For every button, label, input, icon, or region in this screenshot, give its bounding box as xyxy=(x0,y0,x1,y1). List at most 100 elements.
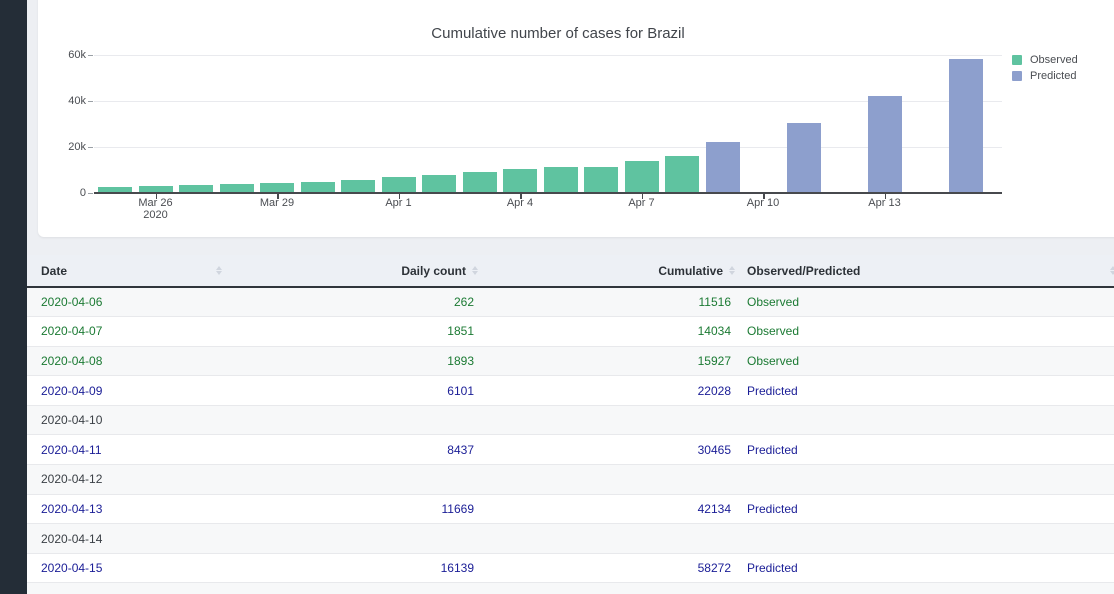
cell-date: 2020-04-07 xyxy=(27,316,240,347)
chart-bar-observed[interactable] xyxy=(341,179,375,193)
column-header-daily-count-label: Daily count xyxy=(401,263,466,278)
cell-daily-count xyxy=(240,523,482,554)
column-header-date-label: Date xyxy=(41,263,68,278)
chart-bar-observed[interactable] xyxy=(624,160,659,193)
cell-date: 2020-04-09 xyxy=(27,375,240,406)
table-row: 2020-04-09 6101 22028 Predicted xyxy=(27,375,1114,406)
table-row: 2020-04-08 1893 15927 Observed xyxy=(27,346,1114,377)
chart-bar-predicted[interactable] xyxy=(867,96,902,193)
cell-date: 2020-04-12 xyxy=(27,464,240,495)
table-row: 2020-04-15 16139 58272 Predicted xyxy=(27,553,1114,584)
cell-date: 2020-04-06 xyxy=(27,287,240,318)
chart-bar-observed[interactable] xyxy=(260,183,294,193)
sort-icon[interactable] xyxy=(729,266,735,275)
chart-bar-observed[interactable] xyxy=(138,186,173,193)
cell-date: 2020-04-08 xyxy=(27,346,240,377)
chart-bar-observed[interactable] xyxy=(665,156,699,193)
column-header-observed-predicted[interactable]: Observed/Predicted xyxy=(739,255,1114,288)
x-axis-label: Apr 1 xyxy=(385,197,412,209)
legend-item-predicted[interactable]: Predicted xyxy=(1012,70,1078,82)
cell-cumulative xyxy=(482,523,739,554)
x-axis-label: Mar 29 xyxy=(259,197,295,209)
chart-bar-observed[interactable] xyxy=(219,184,254,193)
column-header-daily-count[interactable]: Daily count xyxy=(240,255,482,288)
chart-bar-observed[interactable] xyxy=(503,169,537,193)
cell-observed-predicted: Predicted xyxy=(739,375,1114,406)
chart-bar-observed[interactable] xyxy=(300,182,335,193)
cell-observed-predicted: Observed xyxy=(739,346,1114,377)
chart-bar-observed[interactable] xyxy=(543,167,578,193)
x-axis-tick xyxy=(155,193,157,199)
chart-bar-observed[interactable] xyxy=(98,187,132,193)
y-axis-label: 20k xyxy=(68,141,86,153)
chart-bar-predicted[interactable] xyxy=(705,142,740,193)
legend-swatch-observed xyxy=(1012,55,1022,65)
cell-daily-count: 16139 xyxy=(240,553,482,584)
y-axis-tick xyxy=(88,55,93,56)
cell-date: 2020-04-10 xyxy=(27,405,240,436)
legend-item-observed[interactable]: Observed xyxy=(1012,54,1078,66)
cell-observed-predicted xyxy=(739,464,1114,495)
x-axis-tick xyxy=(641,193,643,199)
chart-bar-observed[interactable] xyxy=(422,174,456,193)
table-row: 2020-04-07 1851 14034 Observed xyxy=(27,316,1114,347)
table-body: 2020-04-06 262 11516 Observed 2020-04-07 1851… xyxy=(27,287,1114,584)
cell-daily-count: 8437 xyxy=(240,434,482,466)
cell-cumulative: 15927 xyxy=(482,346,739,377)
x-axis-tick xyxy=(763,193,765,199)
column-header-cumulative[interactable]: Cumulative xyxy=(482,255,739,288)
data-table: Date Daily count Cumulative Observed/Pre… xyxy=(27,255,1114,594)
gridline xyxy=(94,101,1002,102)
legend-label-predicted: Predicted xyxy=(1030,70,1077,82)
gridline xyxy=(94,55,1002,56)
column-header-date[interactable]: Date xyxy=(27,255,240,288)
x-axis-label: Apr 13 xyxy=(868,197,901,209)
chart-bar-observed[interactable] xyxy=(584,166,618,193)
chart-card: Cumulative number of cases for Brazil Ob… xyxy=(38,0,1114,237)
legend-swatch-predicted xyxy=(1012,71,1022,81)
cell-date: 2020-04-14 xyxy=(27,523,240,554)
table-row: 2020-04-10 xyxy=(27,405,1114,436)
y-axis-label: 40k xyxy=(68,95,86,107)
x-axis-tick xyxy=(884,193,886,199)
sort-icon[interactable] xyxy=(216,266,222,275)
cell-observed-predicted xyxy=(739,405,1114,436)
chart-bar-observed[interactable] xyxy=(179,185,213,193)
x-axis-line xyxy=(94,192,1002,194)
cell-daily-count: 262 xyxy=(240,287,482,318)
chart-bar-observed[interactable] xyxy=(381,177,416,193)
chart-bar-predicted[interactable] xyxy=(948,58,983,193)
y-axis-tick xyxy=(88,101,93,102)
app-sidebar xyxy=(0,0,27,594)
cell-daily-count: 6101 xyxy=(240,375,482,406)
chart-title: Cumulative number of cases for Brazil xyxy=(431,25,685,42)
y-axis-label: 0 xyxy=(79,187,86,199)
x-axis-label: Apr 7 xyxy=(628,197,655,209)
cell-date: 2020-04-15 xyxy=(27,553,240,584)
cell-observed-predicted: Observed xyxy=(739,287,1114,318)
x-axis-tick xyxy=(520,193,522,199)
cell-cumulative xyxy=(482,464,739,495)
cell-cumulative: 58272 xyxy=(482,553,739,584)
plot-area: Cumulative number of cases for Brazil Ob… xyxy=(38,0,1114,237)
legend-label-observed: Observed xyxy=(1030,54,1078,66)
cell-date: 2020-04-13 xyxy=(27,494,240,525)
cell-cumulative: 22028 xyxy=(482,375,739,406)
chart-bar-observed[interactable] xyxy=(462,172,497,193)
cell-date: 2020-04-11 xyxy=(27,434,240,466)
sort-icon[interactable] xyxy=(1110,266,1114,275)
chart-legend: Observed Predicted xyxy=(1012,54,1078,82)
x-axis-label: Apr 10 xyxy=(746,197,780,209)
table-header-row: Date Daily count Cumulative Observed/Pre… xyxy=(27,255,1114,288)
chart-bar-predicted[interactable] xyxy=(786,122,821,193)
cell-daily-count: 11669 xyxy=(240,494,482,525)
sort-icon[interactable] xyxy=(472,266,478,275)
column-header-observed-predicted-label: Observed/Predicted xyxy=(747,263,861,278)
cell-cumulative: 11516 xyxy=(482,287,739,318)
cell-observed-predicted: Predicted xyxy=(739,434,1114,466)
y-axis-tick xyxy=(88,147,93,148)
x-axis-label: Mar 26 xyxy=(138,197,173,209)
cell-cumulative xyxy=(482,405,739,436)
table-row-partial xyxy=(27,583,1114,594)
table-row: 2020-04-12 xyxy=(27,464,1114,495)
